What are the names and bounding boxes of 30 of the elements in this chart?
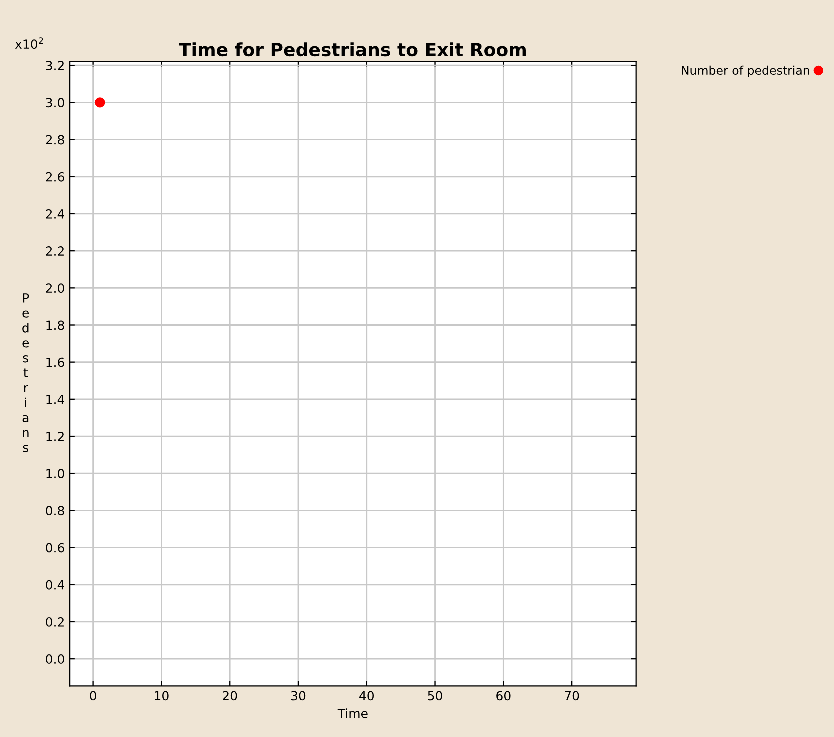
y-tick-label: 2.8: [46, 135, 64, 145]
x-tick-label: 50: [428, 691, 442, 701]
x-tick-label: 10: [155, 691, 169, 701]
y-tick-label: 0.6: [46, 543, 64, 553]
y-tick-label: 1.2: [46, 432, 64, 442]
y-tick-label: 1.6: [46, 358, 64, 368]
y-tick-label: 1.0: [46, 469, 64, 479]
y-tick-label: 3.0: [46, 98, 64, 108]
y-tick-label: 0.4: [46, 580, 64, 590]
y-tick-label: 2.2: [46, 246, 64, 256]
x-tick-label: 30: [291, 691, 306, 701]
chart-title: Time for Pedestrians to Exit Room: [179, 42, 526, 57]
x-tick-label: 40: [360, 691, 374, 701]
y-tick-label: 0.2: [46, 617, 64, 627]
x-tick-label: 70: [565, 691, 580, 701]
y-tick-label: 3.2: [46, 61, 64, 71]
y-tick-label: 0.8: [46, 506, 64, 516]
y-tick-label: 1.4: [46, 395, 64, 404]
x-axis-title: Time: [338, 708, 368, 718]
x-tick-label: 0: [90, 691, 96, 701]
y-tick-label: 1.8: [46, 320, 64, 330]
text: x10$^{2}$: [15, 38, 44, 50]
x-tick-label: 60: [496, 691, 511, 701]
y-tick-label: 2.6: [46, 172, 64, 182]
y-tick-label: 0.0: [46, 654, 64, 664]
y-tick-label: 2.0: [46, 284, 64, 294]
x-tick-label: 20: [223, 691, 238, 701]
y-tick-label: 2.4: [46, 209, 64, 219]
text: Pedestrians: [22, 294, 30, 452]
legend-label: Number of pedestrian: [682, 66, 810, 78]
